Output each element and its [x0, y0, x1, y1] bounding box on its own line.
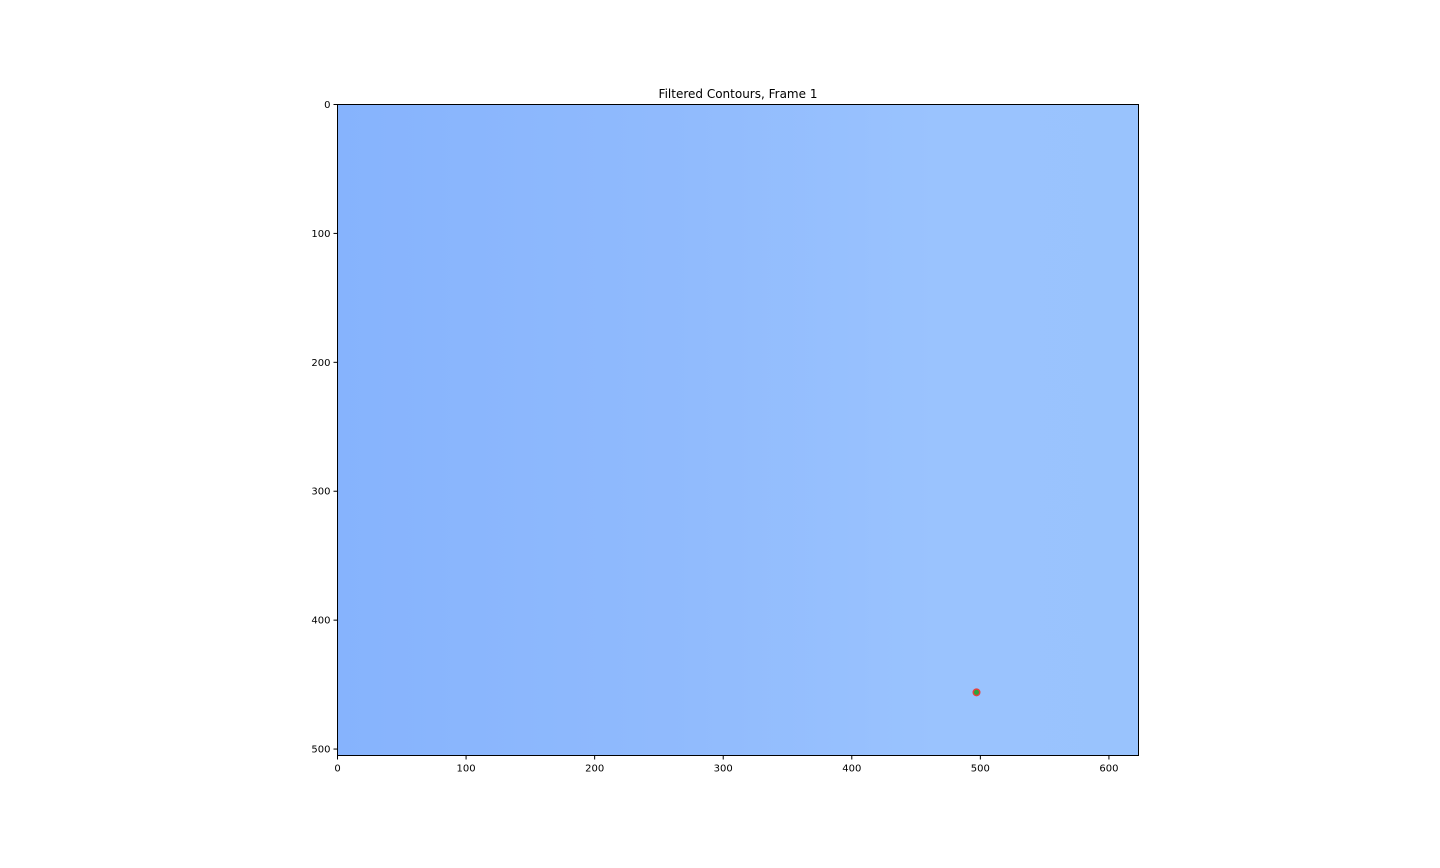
- x-tick-label: 0: [334, 764, 340, 775]
- axes-frame: [337, 104, 1139, 756]
- x-tick-label: 400: [842, 764, 861, 775]
- contour-point: [974, 689, 979, 695]
- y-tick-label: 100: [311, 229, 330, 240]
- y-tick-label: 200: [311, 358, 330, 369]
- chart-title: Filtered Contours, Frame 1: [659, 87, 818, 101]
- image-area: [337, 104, 1139, 756]
- x-tick-label: 600: [1099, 764, 1118, 775]
- x-tick-label: 300: [714, 764, 733, 775]
- x-tick-label: 100: [457, 764, 476, 775]
- plot-marks: [972, 688, 981, 697]
- y-tick-label: 400: [311, 616, 330, 627]
- y-axis: 0 100 200 300 400 500: [311, 100, 338, 756]
- x-tick-label: 500: [971, 764, 990, 775]
- y-tick-label: 300: [311, 487, 330, 498]
- x-axis: 0 100 200 300 400 500 600: [334, 755, 1118, 775]
- y-tick-label: 0: [324, 100, 330, 111]
- x-tick-label: 200: [585, 764, 604, 775]
- y-tick-label: 500: [311, 745, 330, 756]
